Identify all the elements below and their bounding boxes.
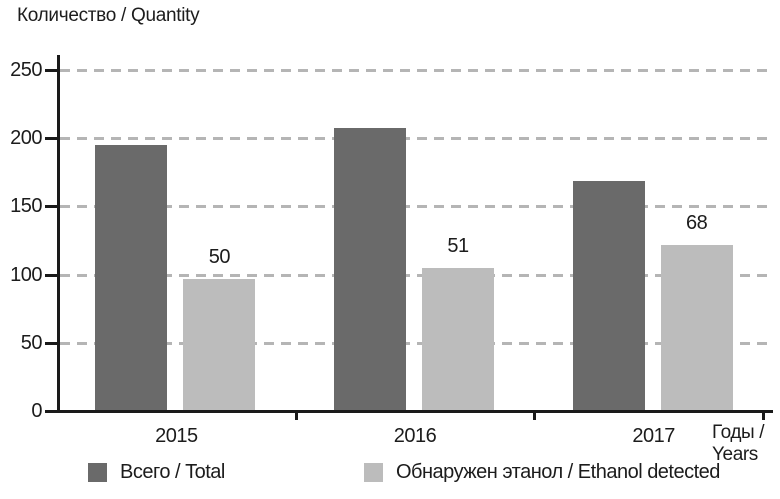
- x-category-label-2016: 2016: [393, 425, 437, 447]
- y-tick-label-250: 250: [10, 59, 42, 81]
- x-axis-title: Годы / Years: [712, 422, 780, 466]
- y-tick-label-200: 200: [10, 127, 42, 150]
- bar-ethanol-2016: [422, 268, 494, 410]
- bar-total-2015: [95, 145, 168, 410]
- legend-label-total: Всего / Total: [120, 461, 225, 483]
- x-category-label-2015: 2015: [155, 425, 198, 447]
- legend: Всего / Total Обнаружен этанол / Ethanol …: [0, 461, 780, 487]
- y-tick-50: [45, 341, 58, 345]
- chart-title: Количество / Quantity: [17, 5, 200, 26]
- y-tick-label-150: 150: [10, 195, 42, 218]
- x-category-label-2017: 2017: [632, 425, 675, 447]
- legend-swatch-total: [88, 463, 107, 482]
- bar-ethanol-2017: [660, 244, 733, 410]
- legend-swatch-ethanol: [364, 463, 383, 482]
- y-axis-line: [57, 55, 60, 413]
- bar-value-label-ethanol-2016: 51: [447, 235, 469, 258]
- legend-label-ethanol: Обнаружен этанол / Ethanol detected: [396, 461, 720, 483]
- x-axis-title-line1: Годы /: [712, 422, 765, 443]
- y-tick-label-100: 100: [10, 263, 42, 286]
- bar-value-label-ethanol-2017: 68: [686, 211, 708, 234]
- bar-total-2016: [334, 127, 406, 410]
- y-tick-100: [45, 273, 58, 277]
- bar-total-2017: [572, 180, 645, 410]
- y-tick-label-0: 0: [31, 400, 42, 422]
- y-tick-0: [45, 410, 58, 413]
- gridline-50: [60, 341, 770, 345]
- y-tick-200: [45, 137, 58, 141]
- gridline-100: [60, 273, 770, 277]
- bar-ethanol-2015: [183, 279, 256, 410]
- gridline-200: [60, 137, 770, 141]
- gridline-250: [60, 69, 770, 72]
- x-tick-3: [762, 411, 765, 420]
- bar-value-label-ethanol-2015: 50: [208, 246, 231, 269]
- x-axis-line: [57, 410, 773, 413]
- legend-item-total: Всего / Total: [88, 461, 225, 484]
- x-tick-2: [533, 411, 536, 420]
- gridline-150: [60, 205, 770, 209]
- y-tick-label-50: 50: [20, 331, 43, 354]
- legend-item-ethanol: Обнаружен этанол / Ethanol detected: [364, 461, 720, 484]
- y-tick-150: [45, 205, 58, 209]
- y-tick-250: [45, 69, 58, 72]
- x-tick-1: [295, 411, 298, 420]
- x-axis-title-line2: Years: [712, 444, 758, 465]
